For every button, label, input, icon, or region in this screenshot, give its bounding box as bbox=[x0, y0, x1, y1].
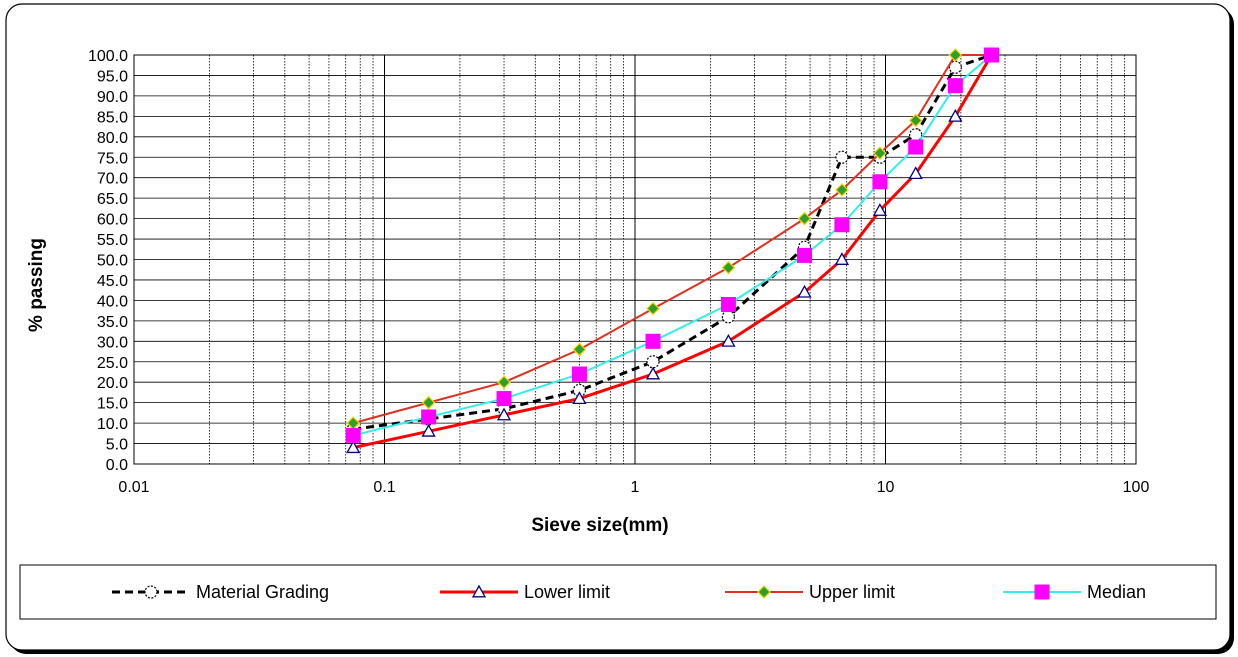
y-tick-label: 15.0 bbox=[97, 396, 128, 413]
y-tick-label: 40.0 bbox=[97, 293, 128, 310]
x-tick-label: 0.01 bbox=[118, 479, 149, 496]
data-point bbox=[496, 407, 512, 421]
series-line bbox=[352, 54, 992, 425]
data-point bbox=[908, 166, 923, 180]
data-point bbox=[835, 183, 849, 197]
y-tick-label: 35.0 bbox=[97, 314, 128, 331]
tick-labels: 0.0 5.0 10.0 15.0 20.0 25.0 30.0 35.0 40.0 45.0 50… bbox=[88, 48, 1149, 496]
data-point bbox=[572, 342, 587, 357]
legend-label: Median bbox=[1087, 582, 1146, 602]
data-point bbox=[421, 423, 436, 437]
data-point bbox=[721, 260, 736, 275]
y-tick-label: 5.0 bbox=[106, 437, 128, 454]
data-point bbox=[872, 174, 888, 190]
x-tick-label: 0.1 bbox=[373, 479, 395, 496]
data-point bbox=[571, 366, 587, 382]
x-axis-title: Sieve size(mm) bbox=[531, 515, 668, 536]
y-tick-label: 55.0 bbox=[97, 232, 128, 249]
data-point bbox=[645, 366, 661, 380]
data-point bbox=[948, 60, 962, 74]
y-tick-label: 20.0 bbox=[97, 375, 128, 392]
data-point bbox=[908, 139, 924, 155]
y-tick-label: 30.0 bbox=[97, 334, 128, 351]
data-point bbox=[421, 409, 437, 425]
series-line bbox=[352, 54, 993, 437]
legend-label: Lower limit bbox=[524, 582, 610, 602]
data-point bbox=[834, 252, 850, 265]
data-point bbox=[346, 440, 361, 454]
y-tick-label: 60.0 bbox=[97, 212, 128, 229]
data-point bbox=[947, 78, 963, 94]
y-axis-title: % passing bbox=[26, 238, 47, 332]
y-tick-label: 50.0 bbox=[97, 253, 128, 270]
x-tick-label: 100 bbox=[1123, 479, 1150, 496]
series-median bbox=[345, 47, 1000, 443]
data-point bbox=[497, 375, 511, 390]
data-point bbox=[834, 217, 850, 233]
legend-item: Upper limit bbox=[725, 582, 895, 602]
y-tick-label: 90.0 bbox=[97, 89, 128, 106]
data-point bbox=[797, 211, 812, 226]
data-point bbox=[646, 355, 660, 369]
data-point bbox=[984, 47, 1000, 63]
data-point bbox=[572, 383, 587, 397]
legend-label: Upper limit bbox=[809, 582, 895, 602]
y-tick-label: 0.0 bbox=[106, 457, 128, 474]
y-tick-label: 95.0 bbox=[97, 68, 128, 85]
data-point bbox=[720, 296, 736, 312]
data-point bbox=[572, 391, 587, 405]
data-point bbox=[797, 247, 813, 263]
y-tick-label: 85.0 bbox=[97, 109, 128, 126]
data-point bbox=[948, 48, 963, 62]
y-tick-label: 100.0 bbox=[88, 48, 128, 65]
x-tick-label: 1 bbox=[631, 479, 640, 496]
y-tick-label: 65.0 bbox=[97, 191, 128, 208]
series-line bbox=[353, 53, 993, 431]
y-tick-label: 10.0 bbox=[97, 416, 128, 433]
series-group bbox=[345, 47, 1000, 454]
data-point bbox=[471, 584, 487, 598]
x-tick-label: 10 bbox=[877, 479, 895, 496]
y-tick-label: 80.0 bbox=[97, 130, 128, 147]
grid-lines bbox=[133, 54, 1137, 465]
data-point bbox=[757, 585, 771, 599]
data-point bbox=[909, 128, 923, 142]
data-point bbox=[797, 284, 812, 298]
data-point bbox=[345, 427, 361, 443]
data-point bbox=[872, 203, 888, 216]
data-point bbox=[645, 333, 661, 349]
data-point bbox=[144, 585, 158, 599]
legend-item: Lower limit bbox=[440, 582, 610, 602]
data-point bbox=[1034, 584, 1050, 600]
data-point bbox=[421, 395, 436, 410]
data-point bbox=[721, 310, 736, 324]
data-point bbox=[646, 301, 660, 316]
series-lower-limit bbox=[346, 47, 999, 454]
data-point bbox=[721, 333, 736, 347]
legend: Material Grading Lower limit Upper limit Me… bbox=[112, 582, 1146, 602]
y-tick-label: 70.0 bbox=[97, 171, 128, 188]
data-point bbox=[496, 391, 512, 407]
data-point bbox=[873, 146, 887, 161]
data-point bbox=[948, 109, 963, 122]
legend-label: Material Grading bbox=[196, 582, 329, 602]
legend-item: Median bbox=[1003, 582, 1146, 602]
y-tick-label: 45.0 bbox=[97, 273, 128, 290]
y-tick-label: 75.0 bbox=[97, 150, 128, 167]
data-point bbox=[908, 113, 923, 128]
data-point bbox=[835, 150, 849, 164]
y-tick-label: 25.0 bbox=[97, 355, 128, 372]
legend-item: Material Grading bbox=[112, 582, 329, 602]
series-line bbox=[352, 54, 993, 450]
